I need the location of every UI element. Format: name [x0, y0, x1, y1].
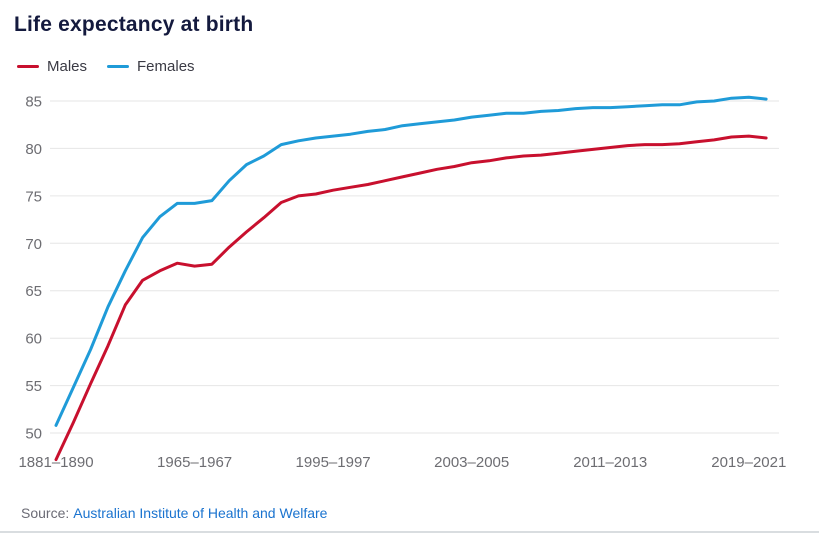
- males-line[interactable]: [54, 134, 768, 462]
- life-expectancy-chart-svg: 50 55 60 65 70 75 80 85 1881–1890 1965–1967 1995–1…: [18, 94, 786, 472]
- chart-legend: Males Females: [17, 58, 195, 75]
- y-tick-label: 55: [25, 378, 42, 395]
- y-tick-label: 50: [25, 426, 42, 443]
- males-line-swatch-icon: [17, 65, 39, 68]
- y-tick-label: 60: [25, 331, 42, 348]
- source-link[interactable]: Australian Institute of Health and Welfa…: [73, 505, 328, 521]
- source-label: Source:: [21, 505, 70, 521]
- y-tick-label: 80: [25, 141, 42, 158]
- x-tick-label: 1881–1890: [18, 454, 93, 471]
- y-tick-label: 70: [25, 236, 42, 253]
- page-title: Life expectancy at birth: [14, 13, 254, 36]
- x-tick-label: 2019–2021: [711, 454, 786, 471]
- y-tick-label: 65: [25, 283, 42, 300]
- legend-label-males: Males: [47, 58, 88, 75]
- y-tick-label: 75: [25, 188, 42, 205]
- legend-label-females: Females: [137, 58, 195, 75]
- x-tick-label: 2011–2013: [573, 454, 647, 471]
- legend-item-females[interactable]: Females: [107, 58, 195, 75]
- source-row: Source: Australian Institute of Health an…: [21, 505, 327, 521]
- females-line-swatch-icon: [107, 65, 130, 68]
- x-tick-label: 1965–1967: [157, 454, 232, 471]
- y-tick-label: 85: [25, 94, 42, 111]
- females-line[interactable]: [54, 95, 768, 427]
- bottom-divider: [0, 531, 819, 533]
- x-tick-label: 2003–2005: [434, 454, 509, 471]
- legend-item-males[interactable]: Males: [17, 58, 87, 75]
- x-tick-label: 1995–1997: [296, 454, 371, 471]
- chart-area: 50 55 60 65 70 75 80 85 1881–1890 1965–1967 1995–1…: [0, 85, 819, 485]
